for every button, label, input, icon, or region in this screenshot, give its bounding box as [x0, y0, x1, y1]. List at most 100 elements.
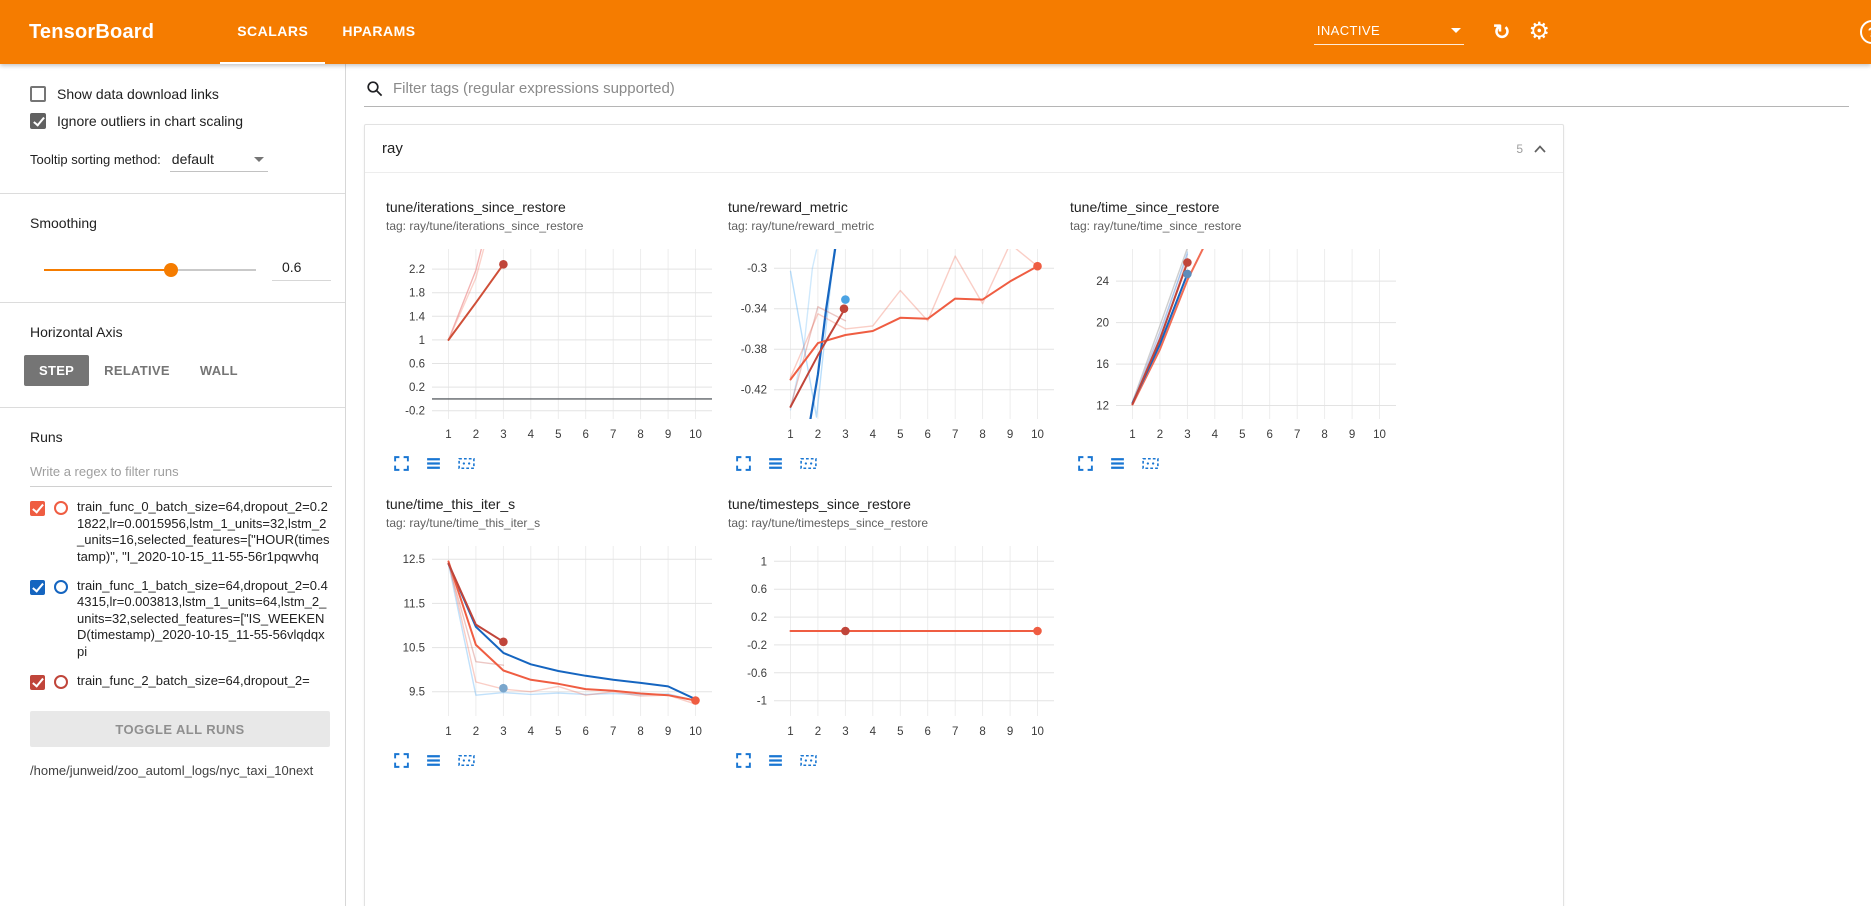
chart-tag: tag: ray/tune/time_since_restore [1070, 219, 1242, 233]
slider-knob[interactable] [164, 263, 179, 277]
horizontal-lines-icon[interactable] [767, 455, 784, 472]
top-app-bar: TensorBoard SCALARS HPARAMS INACTIVE ↻ ⚙… [0, 0, 1871, 64]
run-label: train_func_1_batch_size=64,dropout_2=0.4… [77, 577, 328, 660]
download-links-checkbox[interactable] [30, 86, 46, 102]
svg-text:1: 1 [787, 726, 793, 738]
run-radio[interactable] [54, 579, 68, 594]
ignore-outliers-row: Ignore outliers in chart scaling [30, 113, 331, 129]
collapse-chevron-up-icon[interactable] [1532, 142, 1548, 156]
horizontal-lines-icon[interactable] [767, 752, 784, 769]
svg-text:7: 7 [952, 726, 958, 738]
run-label: train_func_2_batch_size=64,dropout_2= [77, 672, 310, 688]
line-chart[interactable]: 1 2 3 4 5 6 7 8 9 10 -0.42 -0.38 -0.34 -0.3 [728, 241, 1070, 452]
chart-title: tune/time_this_iter_s [386, 496, 516, 512]
svg-text:6: 6 [582, 429, 588, 441]
run-label: train_func_0_batch_size=64,dropout_2=0.2… [77, 499, 330, 564]
scalar-chart-card: tune/time_since_restore tag: ray/tune/ti… [1070, 185, 1412, 472]
chart-tag: tag: ray/tune/reward_metric [728, 219, 875, 233]
chevron-down-icon [253, 156, 264, 162]
svg-text:3: 3 [1184, 429, 1190, 441]
svg-text:4: 4 [870, 429, 877, 441]
search-icon [367, 81, 383, 97]
svg-text:7: 7 [610, 429, 616, 441]
axis-wall-button[interactable]: WALL [199, 363, 238, 378]
axis-relative-button[interactable]: RELATIVE [104, 363, 170, 378]
svg-text:8: 8 [637, 726, 643, 738]
run-checkbox[interactable] [30, 674, 45, 690]
svg-text:0.6: 0.6 [751, 584, 767, 596]
horizontal-axis-buttons: STEP RELATIVE WALL [24, 355, 331, 386]
svg-text:7: 7 [610, 726, 616, 738]
fit-domain-icon[interactable] [799, 455, 818, 472]
svg-text:8: 8 [637, 429, 643, 441]
svg-text:-1: -1 [757, 696, 767, 708]
svg-text:6: 6 [924, 726, 930, 738]
fit-domain-icon[interactable] [799, 752, 818, 769]
tag-filter-input[interactable] [393, 80, 1849, 97]
run-radio[interactable] [54, 674, 68, 689]
svg-text:10: 10 [1031, 726, 1044, 738]
horizontal-lines-icon[interactable] [425, 752, 442, 769]
run-radio[interactable] [54, 501, 68, 515]
runs-label: Runs [30, 429, 63, 445]
chart-tag: tag: ray/tune/iterations_since_restore [386, 219, 584, 233]
svg-text:4: 4 [870, 726, 877, 738]
expand-icon[interactable] [735, 455, 752, 472]
chart-grid: tune/iterations_since_restore tag: ray/t… [365, 173, 1563, 779]
horizontal-lines-icon[interactable] [425, 455, 442, 472]
tooltip-sorting-dropdown[interactable]: default [169, 151, 268, 172]
runs-filter-input[interactable] [30, 460, 332, 487]
smoothing-value-input[interactable]: 0.6 [272, 259, 331, 281]
ignore-outliers-checkbox[interactable] [30, 113, 46, 129]
card-header[interactable]: ray 5 [365, 125, 1563, 173]
tooltip-sorting-label: Tooltip sorting method: [30, 152, 161, 167]
line-chart[interactable]: 1 2 3 4 5 6 7 8 9 10 9.5 10.5 11.5 12.5 [386, 538, 728, 749]
expand-icon[interactable] [393, 752, 410, 769]
category-card-ray: ray 5 tune/iterations_since_restore tag:… [364, 124, 1564, 906]
line-chart[interactable]: 1 2 3 4 5 6 7 8 9 10 12 16 20 24 [1070, 241, 1412, 452]
svg-text:5: 5 [897, 429, 903, 441]
svg-text:1: 1 [445, 429, 451, 441]
run-item: train_func_0_batch_size=64,dropout_2=0.2… [30, 499, 331, 566]
expand-icon[interactable] [393, 455, 410, 472]
smoothing-slider[interactable] [44, 263, 256, 277]
svg-text:1: 1 [445, 726, 451, 738]
run-checkbox[interactable] [30, 501, 45, 516]
svg-text:1.8: 1.8 [409, 288, 425, 300]
expand-icon[interactable] [735, 752, 752, 769]
line-chart[interactable]: 1 2 3 4 5 6 7 8 9 10 -0.2 0.2 0.6 1 1.4 1.8 2.2 [386, 241, 728, 452]
tab-scalars[interactable]: SCALARS [220, 0, 326, 64]
svg-text:-0.34: -0.34 [741, 304, 768, 316]
tooltip-sorting-value: default [171, 151, 214, 167]
fit-domain-icon[interactable] [457, 752, 476, 769]
svg-text:1: 1 [761, 556, 767, 568]
svg-text:9: 9 [665, 726, 671, 738]
svg-text:4: 4 [528, 726, 535, 738]
svg-text:-0.42: -0.42 [741, 385, 767, 397]
svg-text:0.2: 0.2 [409, 382, 425, 394]
chevron-down-icon [1450, 27, 1461, 33]
expand-icon[interactable] [1077, 455, 1094, 472]
settings-gear-icon[interactable]: ⚙ [1528, 18, 1550, 45]
toggle-all-runs-button[interactable]: TOGGLE ALL RUNS [30, 711, 330, 747]
chart-title: tune/time_since_restore [1070, 199, 1220, 215]
svg-text:5: 5 [1239, 429, 1245, 441]
line-chart[interactable]: 1 2 3 4 5 6 7 8 9 10 -1 -0.6 -0.2 0.2 0.6 1 [728, 538, 1070, 749]
divider [0, 302, 345, 303]
fit-domain-icon[interactable] [1141, 455, 1160, 472]
svg-text:5: 5 [555, 726, 561, 738]
tab-hparams[interactable]: HPARAMS [342, 23, 416, 39]
refresh-icon[interactable]: ↻ [1492, 20, 1511, 44]
axis-step-button[interactable]: STEP [24, 355, 90, 386]
divider [0, 193, 345, 194]
status-dropdown[interactable]: INACTIVE [1313, 20, 1464, 45]
scalar-chart-card: tune/reward_metric tag: ray/tune/reward_… [728, 185, 1070, 472]
svg-text:1: 1 [787, 429, 793, 441]
tag-filter-row [364, 80, 1849, 107]
svg-text:1.4: 1.4 [409, 311, 426, 323]
horizontal-lines-icon[interactable] [1109, 455, 1126, 472]
run-checkbox[interactable] [30, 579, 45, 595]
fit-domain-icon[interactable] [457, 455, 476, 472]
help-icon[interactable]: ? [1860, 20, 1871, 44]
horizontal-axis-label: Horizontal Axis [30, 324, 123, 340]
